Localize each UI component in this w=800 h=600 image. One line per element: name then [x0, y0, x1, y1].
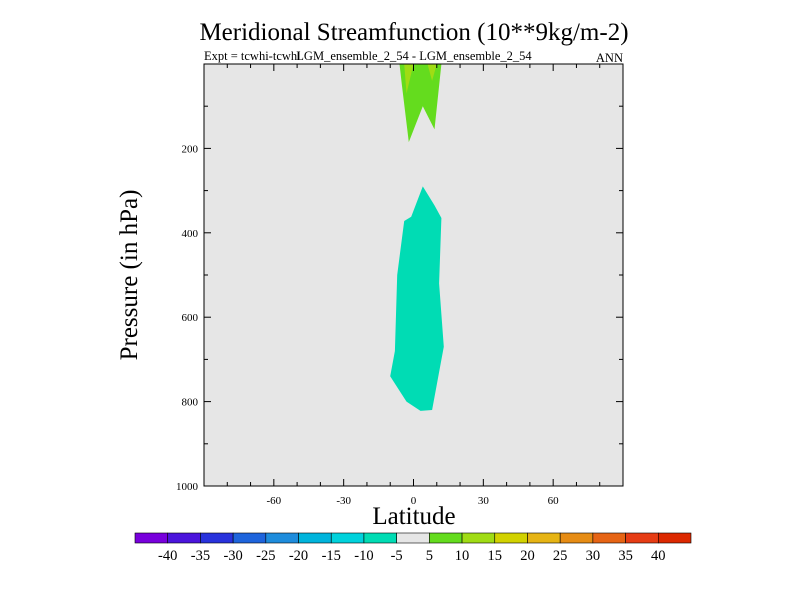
colorbar-label: -30 — [223, 548, 242, 564]
x-tick-label: -60 — [266, 495, 281, 507]
colorbar-swatch — [200, 532, 234, 544]
colorbar-swatch — [625, 532, 659, 544]
colorbar-swatch — [265, 532, 299, 544]
colorbar-swatch — [429, 532, 463, 544]
colorbar-swatch — [330, 532, 365, 544]
colorbar-swatch — [461, 532, 496, 544]
colorbar-label: -35 — [191, 548, 210, 564]
colorbar-label: 10 — [455, 548, 470, 564]
season-label: ANN — [596, 51, 623, 65]
x-tick-label: -30 — [336, 495, 351, 507]
colorbar-swatch — [134, 532, 169, 544]
colorbar-label: -40 — [158, 548, 177, 564]
colorbar-swatch — [396, 532, 430, 544]
y-axis-label: Pressure (in hPa) — [116, 190, 143, 361]
colorbar-label: 5 — [426, 548, 433, 564]
contour-regions — [390, 64, 444, 411]
experiment-label: Expt = tcwhi-tcwhl — [204, 49, 301, 63]
x-tick-label: 30 — [478, 495, 490, 507]
colorbar-label: -20 — [289, 548, 308, 564]
colorbar-label: 30 — [586, 548, 601, 564]
colorbar: -40 -35 -30 -25 -20 -15 -10 -5 5 10 15 20 25 30 35 40 — [134, 532, 692, 564]
y-tick-label: 600 — [182, 312, 199, 324]
x-axis-label: Latitude — [372, 503, 455, 530]
colorbar-label: 35 — [618, 548, 633, 564]
experiment-name-label: LGM_ensemble_2_54 - LGM_ensemble_2_54 — [296, 49, 532, 63]
colorbar-swatch — [232, 532, 267, 544]
colorbar-label: 15 — [488, 548, 503, 564]
x-tick-label: 0 — [411, 495, 417, 507]
colorbar-label: 20 — [520, 548, 535, 564]
y-tick-label: 1000 — [176, 481, 199, 493]
colorbar-swatch — [298, 532, 332, 544]
chart-title: Meridional Streamfunction (10**9kg/m-2) — [199, 19, 628, 46]
colorbar-label: 40 — [651, 548, 666, 564]
colorbar-swatch — [527, 532, 561, 544]
y-tick-label: 400 — [182, 228, 199, 240]
colorbar-swatch — [494, 532, 528, 544]
y-tick-label: 800 — [182, 397, 199, 409]
colorbar-swatch — [592, 532, 626, 544]
colorbar-label: -10 — [354, 548, 373, 564]
contour-region-positive-cell-core-1 — [404, 64, 414, 94]
colorbar-swatch — [657, 532, 692, 544]
colorbar-label: -5 — [391, 548, 403, 564]
x-tick-label: 60 — [548, 495, 560, 507]
contour-region-negative-cell — [390, 186, 444, 411]
colorbar-label: 25 — [553, 548, 568, 564]
colorbar-label: -15 — [322, 548, 341, 564]
y-tick-label: 200 — [182, 143, 199, 155]
colorbar-swatch — [559, 532, 594, 544]
contour-region-positive-cell-core-2 — [427, 64, 437, 81]
colorbar-swatch — [167, 532, 201, 544]
colorbar-label: -25 — [256, 548, 275, 564]
contour-region-positive-cell-upper — [399, 64, 442, 143]
axis-ticks: -60 -30 0 30 60 200 400 600 800 1000 — [176, 64, 623, 507]
colorbar-swatch — [363, 532, 397, 544]
